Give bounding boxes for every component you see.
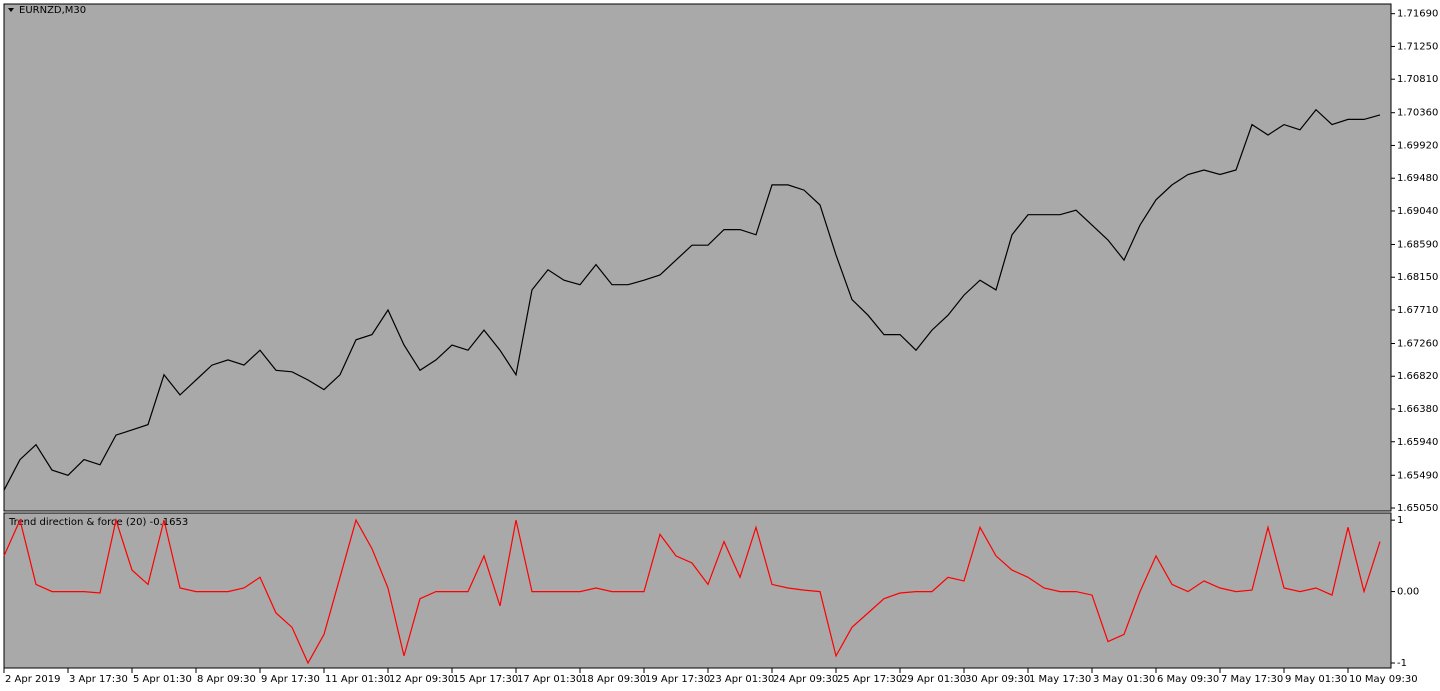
y-tick-label: 1.69480: [1397, 173, 1438, 184]
series-line: [3, 108, 1381, 491]
x-tick-label: 6 May 09:30: [1157, 674, 1219, 685]
y-tick-label: 1.66380: [1397, 404, 1438, 415]
x-tick-label: 8 Apr 09:30: [197, 674, 256, 685]
y-tick-label: 1.69920: [1397, 140, 1438, 151]
price-panel: [3, 3, 1392, 512]
x-tick-label: 25 Apr 17:30: [837, 674, 902, 685]
y-tick-label: 1.70360: [1397, 108, 1438, 119]
x-tick-label: 3 May 01:30: [1093, 674, 1155, 685]
x-tick-label: 18 Apr 09:30: [581, 674, 646, 685]
x-tick-label: 29 Apr 01:30: [901, 674, 966, 685]
chart-title: EURNZD,M30: [19, 5, 86, 16]
x-tick-label: 17 Apr 01:30: [517, 674, 582, 685]
x-tick-label: 7 May 17:30: [1221, 674, 1283, 685]
collapse-arrow[interactable]: [8, 8, 14, 12]
indicator-panel: [3, 512, 1392, 669]
y-tick-label: 1.71690: [1397, 9, 1438, 20]
y-tick-label: 1.67710: [1397, 305, 1438, 316]
indicator-title: Trend direction & force (20) -0.1653: [8, 517, 188, 528]
y-tick-label: 1.65940: [1397, 437, 1438, 448]
y-tick-label: 1.65050: [1397, 503, 1438, 514]
y-tick-label: 1.68150: [1397, 272, 1438, 283]
x-tick-label: 12 Apr 09:30: [389, 674, 454, 685]
x-tick-label: 23 Apr 01:30: [709, 674, 774, 685]
y-tick-label: 0.00: [1397, 587, 1419, 598]
y-tick-label: -1: [1397, 658, 1407, 669]
x-tick-label: 24 Apr 09:30: [773, 674, 838, 685]
x-tick-label: 3 Apr 17:30: [69, 674, 128, 685]
y-tick-label: 1.70810: [1397, 74, 1438, 85]
x-tick-label: 1 May 17:30: [1029, 674, 1091, 685]
x-tick-label: 5 Apr 01:30: [133, 674, 192, 685]
x-tick-label: 11 Apr 01:30: [325, 674, 390, 685]
y-tick-label: 1.69040: [1397, 206, 1438, 217]
y-tick-label: 1.71250: [1397, 41, 1438, 52]
series-line: [3, 517, 1381, 665]
x-tick-label: 19 Apr 17:30: [645, 674, 710, 685]
x-tick-label: 15 Apr 17:30: [453, 674, 518, 685]
x-tick-label: 30 Apr 09:30: [965, 674, 1030, 685]
x-tick-label: 10 May 09:30: [1349, 674, 1418, 685]
y-tick-label: 1.65490: [1397, 470, 1438, 481]
y-tick-label: 1: [1397, 515, 1403, 526]
y-tick-label: 1.66820: [1397, 371, 1438, 382]
y-tick-label: 1.68590: [1397, 239, 1438, 250]
x-tick-label: 2 Apr 2019: [5, 674, 60, 685]
x-tick-label: 9 May 01:30: [1285, 674, 1347, 685]
x-tick-label: 9 Apr 17:30: [261, 674, 320, 685]
y-tick-label: 1.67260: [1397, 338, 1438, 349]
